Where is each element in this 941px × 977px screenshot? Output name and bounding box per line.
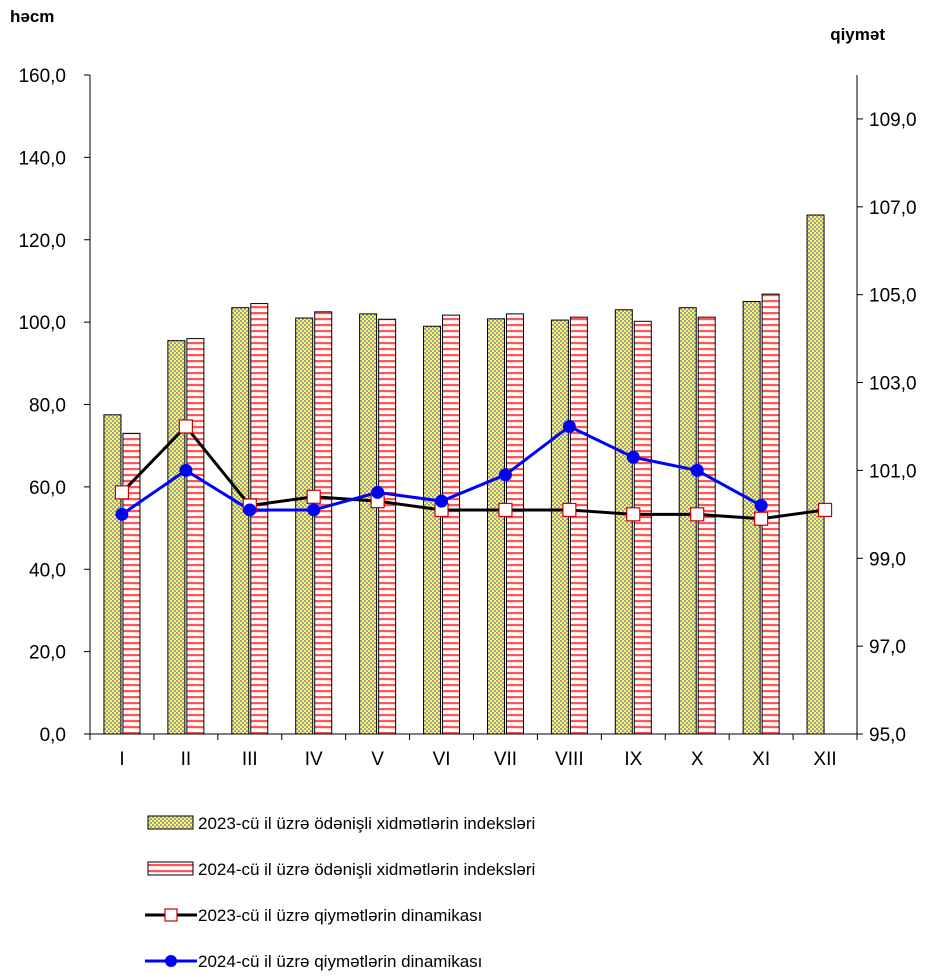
point-series-2: [562, 419, 576, 433]
bar-1: [550, 319, 569, 735]
right-tick-label: 97,0: [869, 637, 906, 658]
point-series-2: [435, 494, 449, 508]
right-tick-label: 99,0: [869, 549, 906, 570]
point-series-2: [754, 499, 768, 513]
legend-label-2: 2024-cü il üzrə ödənişli xidmətlərin ind…: [198, 860, 535, 879]
left-tick-label: 60,0: [29, 478, 66, 499]
bar-2: [505, 313, 524, 735]
legend-key-1: [147, 815, 194, 830]
x-tick-label: III: [242, 749, 258, 770]
bar-2: [569, 316, 588, 735]
right-tick-label: 109,0: [869, 110, 917, 131]
x-tick-label: XI: [752, 749, 770, 770]
x-tick-label: VII: [494, 749, 517, 770]
bar-1: [167, 340, 186, 735]
point-series-1: [114, 485, 130, 500]
point-series-2: [626, 450, 640, 464]
left-tick-label: 120,0: [18, 231, 66, 252]
right-axis-title: qiymət: [830, 25, 885, 44]
x-tick-label: I: [119, 749, 124, 770]
legend-key-marker-4: [165, 955, 177, 967]
point-series-2: [371, 485, 385, 499]
point-series-1: [754, 511, 769, 526]
x-tick-label: V: [371, 749, 384, 770]
bar-1: [231, 307, 250, 735]
point-series-2: [179, 463, 193, 477]
right-axis: 95,0 97,0 99,0 101,0 103,0 105,0 107,0 109,0: [856, 75, 917, 746]
x-tick-label: IV: [305, 749, 323, 770]
point-series-2: [115, 507, 129, 521]
point-series-2: [498, 468, 512, 482]
x-axis: I II III IV V VI VII VIII IX X XI XII: [89, 733, 858, 770]
left-tick-label: 0,0: [40, 725, 66, 746]
bar-2: [314, 311, 333, 735]
right-tick-label: 101,0: [869, 461, 917, 482]
point-series-2: [307, 503, 321, 517]
x-tick-label: VI: [433, 749, 451, 770]
legend-key-2: [147, 861, 194, 876]
bars-layer: [103, 214, 825, 735]
bar-1: [359, 313, 378, 735]
point-series-1: [690, 507, 705, 522]
bar-1: [614, 309, 633, 735]
left-tick-label: 80,0: [29, 396, 66, 417]
lines-layer: [114, 419, 833, 526]
point-series-2: [690, 463, 704, 477]
point-series-1: [817, 502, 833, 518]
legend-label-1: 2023-cü il üzrə ödənişli xidmətlərin ind…: [198, 814, 535, 833]
point-series-1: [562, 502, 577, 518]
point-series-2: [243, 503, 257, 517]
left-tick-label: 40,0: [29, 560, 66, 581]
left-axis: 0,0 20,0 40,0 60,0 80,0 100,0 120,0 140,0 160,0: [18, 66, 91, 746]
right-tick-label: 107,0: [869, 198, 917, 219]
x-tick-label: II: [181, 749, 192, 770]
left-axis-title: həcm: [10, 7, 54, 26]
x-tick-label: X: [691, 749, 704, 770]
bar-2: [378, 318, 397, 735]
bar-2: [250, 303, 269, 735]
bar-1: [806, 214, 825, 735]
x-tick-label: IX: [624, 749, 642, 770]
point-series-1: [306, 489, 321, 504]
point-series-1: [626, 507, 641, 522]
right-tick-label: 95,0: [869, 725, 906, 746]
left-tick-label: 100,0: [18, 313, 66, 334]
right-tick-label: 105,0: [869, 286, 917, 307]
bar-1: [103, 414, 122, 735]
bar-2: [186, 338, 205, 735]
left-tick-label: 20,0: [29, 643, 66, 664]
legend-key-marker-3: [164, 908, 178, 922]
point-series-1: [498, 502, 513, 518]
bar-2: [697, 316, 716, 735]
point-series-1: [178, 419, 193, 434]
bar-2: [122, 432, 141, 735]
bar-1: [423, 325, 442, 735]
legend-label-3: 2023-cü il üzrə qiymətlərin dinamikası: [198, 906, 482, 925]
bar-1: [295, 317, 314, 735]
legend: 2023-cü il üzrə ödənişli xidmətlərin ind…: [145, 814, 535, 971]
left-tick-label: 160,0: [18, 66, 66, 87]
bar-2: [633, 320, 652, 735]
x-tick-label: XII: [813, 749, 836, 770]
line-series-1: [120, 424, 826, 521]
right-tick-label: 103,0: [869, 374, 917, 395]
bar-2: [442, 314, 461, 735]
x-tick-label: VIII: [555, 749, 584, 770]
legend-label-4: 2024-cü il üzrə qiymətlərin dinamikası: [198, 952, 482, 971]
left-tick-label: 140,0: [18, 148, 66, 169]
bar-1: [486, 318, 505, 735]
